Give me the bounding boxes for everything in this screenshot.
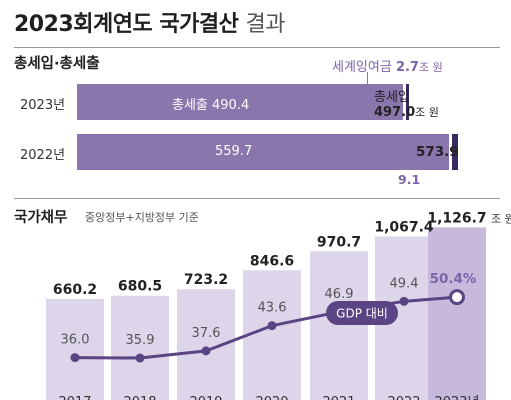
debt-bar-2023년 <box>428 227 486 400</box>
debt-value-label-2020: 846.6 <box>250 253 294 269</box>
debt-year-label-2018: 2018 <box>123 395 156 400</box>
surplus-value: 2.7 <box>395 60 419 75</box>
gdp-badge-label: GDP 대비 <box>336 307 388 321</box>
debt-section-subtitle: 중앙정부+지방정부 기준 <box>85 211 199 224</box>
gdp-value-label-2023년: 50.4% <box>430 271 477 287</box>
surplus-bar-2023 <box>405 84 409 120</box>
revenue-section-title: 총세입·총세출 <box>14 56 100 72</box>
gdp-badge: GDP 대비 <box>326 301 398 325</box>
gdp-value-label-2020: 43.6 <box>258 301 287 316</box>
gdp-point-2022 <box>399 296 409 306</box>
debt-year-label-2019: 2019 <box>189 395 222 400</box>
debt-bar-2018 <box>111 295 169 400</box>
surplus-annotation: 세계잉여금 2.7조 원 <box>332 56 443 75</box>
expenditure-bar-2023 <box>77 84 403 120</box>
gdp-point-2017 <box>70 353 80 363</box>
revenue-value-2023: 497.0조 원 <box>374 104 439 120</box>
debt-bar-2017 <box>46 298 104 400</box>
surplus-value-2022: 9.1 <box>398 172 421 187</box>
gdp-value-label-2018: 35.9 <box>126 333 155 348</box>
expenditure-label-2022: 559.7 <box>215 144 253 159</box>
debt-year-label-2017: 2017 <box>58 395 91 400</box>
surplus-label: 세계잉여금 <box>332 60 392 75</box>
debt-value-label-2021: 970.7 <box>317 234 361 250</box>
hbar-year-2022: 2022년 <box>20 148 66 163</box>
debt-bar-2020 <box>243 270 301 400</box>
debt-value-label-2022: 1,067.4 <box>374 219 434 235</box>
revenue-number-2023: 497.0 <box>374 105 416 120</box>
expenditure-label-2023: 총세출 490.4 <box>172 98 250 113</box>
revenue-label-2023: 총세입 <box>374 90 410 105</box>
surplus-leader-line-2022 <box>407 160 408 170</box>
gdp-point-2019 <box>201 346 211 356</box>
gdp-value-label-2022: 49.4 <box>390 276 419 291</box>
debt-value-label-2018: 680.5 <box>118 279 162 295</box>
expenditure-bar-2022 <box>77 134 449 170</box>
section-divider-top <box>14 47 500 48</box>
debt-value-label-2023년: 1,126.7 <box>427 210 486 226</box>
surplus-bar-2022 <box>451 134 459 170</box>
gdp-point-2020 <box>267 321 277 331</box>
debt-value-label-2017: 660.2 <box>53 282 97 298</box>
gdp-badge-bg <box>326 301 398 325</box>
surplus-unit: 조 원 <box>418 61 443 74</box>
gdp-value-label-2017: 36.0 <box>61 333 90 348</box>
debt-year-label-2021: 2021 <box>322 395 355 400</box>
revenue-value-2022: 573.9 <box>416 144 459 160</box>
revenue-unit-2023: 조 원 <box>415 106 439 119</box>
gdp-point-2023년 <box>449 289 465 306</box>
debt-year-label-2022: 2022 <box>387 395 420 400</box>
debt-year-label-2023년: 2023년 <box>434 395 479 400</box>
debt-value-label-2019: 723.2 <box>184 272 228 288</box>
debt-unit-label: 조 원 <box>491 212 511 225</box>
title-light: 결과 <box>245 12 285 37</box>
debt-section-title: 국가채무 <box>14 210 68 226</box>
hbar-year-2023: 2023년 <box>20 98 66 113</box>
title-bold: 2023회계연도 국가결산 <box>14 12 239 37</box>
section-divider-middle <box>14 198 500 199</box>
surplus-leader-line <box>367 72 368 85</box>
gdp-point-2018 <box>135 353 145 363</box>
debt-year-label-2020: 2020 <box>255 395 288 400</box>
gdp-value-label-2021: 46.9 <box>325 287 354 302</box>
page-title: 2023회계연도 국가결산 결과 <box>14 6 285 38</box>
gdp-value-label-2019: 37.6 <box>192 326 221 341</box>
debt-bar-2021 <box>310 251 368 400</box>
